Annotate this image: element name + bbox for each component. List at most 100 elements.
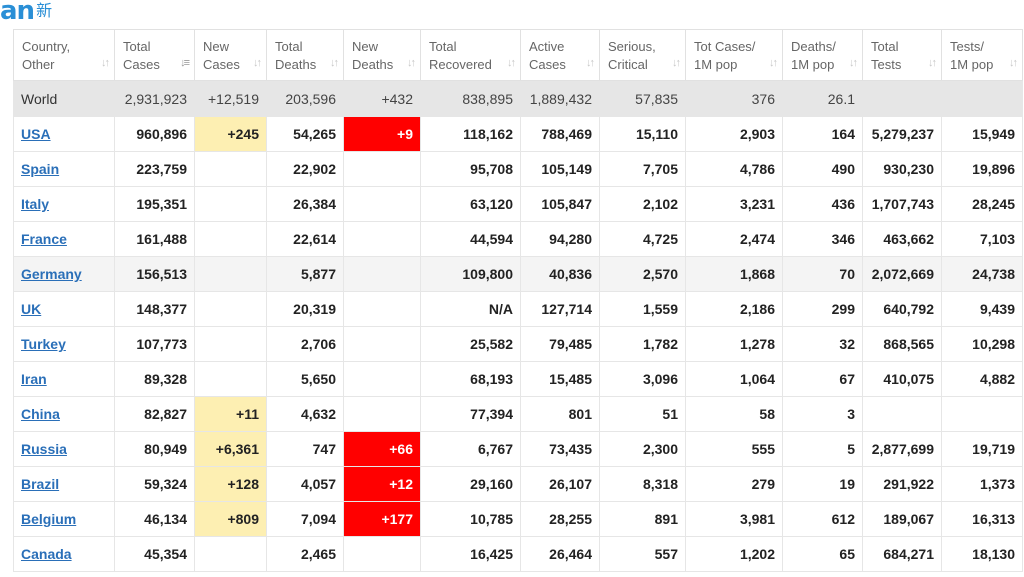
column-header-label-line2: Critical bbox=[608, 57, 648, 72]
cell-deaths-per-1m: 346 bbox=[782, 221, 863, 257]
cell-new-cases: +11 bbox=[194, 396, 267, 432]
cell-serious-critical: 2,300 bbox=[599, 431, 686, 467]
country-link[interactable]: Russia bbox=[21, 441, 67, 457]
site-logo: an 新 bbox=[0, 0, 90, 28]
cell-deaths-per-1m: 3 bbox=[782, 396, 863, 432]
cell-new-cases bbox=[194, 536, 267, 572]
cell-tot-cases-per-1m: 555 bbox=[685, 431, 783, 467]
cell-serious-critical: 4,725 bbox=[599, 221, 686, 257]
column-header-label-line1: Serious, bbox=[608, 39, 656, 54]
cell-tot-cases-per-1m: 58 bbox=[685, 396, 783, 432]
column-header-total-deaths[interactable]: Total Deaths ↓↑ bbox=[266, 29, 344, 81]
sort-icon[interactable]: ↓≡ bbox=[180, 57, 190, 69]
column-header-total-cases[interactable]: Total Cases ↓≡ bbox=[114, 29, 195, 81]
sort-icon[interactable]: ↓↑ bbox=[769, 57, 778, 69]
sort-icon[interactable]: ↓↑ bbox=[407, 57, 416, 69]
country-link[interactable]: UK bbox=[21, 301, 42, 317]
cell-country: Brazil bbox=[13, 466, 115, 502]
country-link[interactable]: Belgium bbox=[21, 511, 77, 527]
cell-new-deaths bbox=[343, 256, 421, 292]
column-header-deaths-per-1m[interactable]: Deaths/1M pop ↓↑ bbox=[782, 29, 863, 81]
country-link[interactable]: France bbox=[21, 231, 67, 247]
sort-icon[interactable]: ↓↑ bbox=[330, 57, 339, 69]
column-header-total-tests[interactable]: Total Tests ↓↑ bbox=[862, 29, 942, 81]
cell-total-tests: 2,072,669 bbox=[862, 256, 942, 292]
country-link[interactable]: Germany bbox=[21, 266, 82, 282]
cell-total-cases: 960,896 bbox=[114, 116, 195, 152]
cell-tests-per-1m: 16,313 bbox=[941, 501, 1023, 537]
table-row: Iran 89,328 5,650 68,193 15,485 3,096 1,064 67 4… bbox=[13, 361, 1023, 397]
sort-icon[interactable]: ↓↑ bbox=[849, 57, 858, 69]
sort-icon[interactable]: ↓↑ bbox=[253, 57, 262, 69]
cell-total-recovered: 10,785 bbox=[420, 501, 521, 537]
column-header-label-line1: New bbox=[203, 39, 230, 54]
sort-icon[interactable]: ↓↑ bbox=[928, 57, 937, 69]
column-header-new-cases[interactable]: New Cases ↓↑ bbox=[194, 29, 267, 81]
cell-tests-per-1m: 10,298 bbox=[941, 326, 1023, 362]
cell-total-deaths: 4,632 bbox=[266, 396, 344, 432]
column-header-label-line2: Tests bbox=[871, 57, 902, 72]
cell-new-deaths: +9 bbox=[343, 116, 421, 152]
cell-new-cases: +128 bbox=[194, 466, 267, 502]
sort-icon[interactable]: ↓↑ bbox=[586, 57, 595, 69]
country-link[interactable]: Spain bbox=[21, 161, 60, 177]
cell-active-cases: 28,255 bbox=[520, 501, 600, 537]
cell-deaths-per-1m: 299 bbox=[782, 291, 863, 327]
world-total-row: World 2,931,923 +12,519 203,596 +432 838,895 1… bbox=[13, 80, 1023, 117]
cell-tot-cases-per-1m: 1,278 bbox=[685, 326, 783, 362]
cell-deaths-per-1m: 164 bbox=[782, 116, 863, 152]
column-header-new-deaths[interactable]: New Deaths ↓↑ bbox=[343, 29, 421, 81]
cell-total-tests: 2,877,699 bbox=[862, 431, 942, 467]
cell-total-tests: 1,707,743 bbox=[862, 186, 942, 222]
column-header-active-cases[interactable]: Active Cases ↓↑ bbox=[520, 29, 600, 81]
sort-icon[interactable]: ↓↑ bbox=[672, 57, 681, 69]
logo-subtext: 新 bbox=[36, 1, 53, 20]
cell-active-cases: 73,435 bbox=[520, 431, 600, 467]
column-header-total-recovered[interactable]: Total Recovered ↓↑ bbox=[420, 29, 521, 81]
cell-total-recovered: 16,425 bbox=[420, 536, 521, 572]
cell-deaths-per-1m: 67 bbox=[782, 361, 863, 397]
column-header-tests-per-1m[interactable]: Tests/1M pop ↓↑ bbox=[941, 29, 1023, 81]
cell-total-deaths: 20,319 bbox=[266, 291, 344, 327]
cell-country: China bbox=[13, 396, 115, 432]
cell-deaths-per-1m: 490 bbox=[782, 151, 863, 187]
column-header-country[interactable]: Country, Other ↓↑ bbox=[13, 29, 115, 81]
column-header-serious-critical[interactable]: Serious, Critical ↓↑ bbox=[599, 29, 686, 81]
country-link[interactable]: Italy bbox=[21, 196, 50, 212]
cell-serious-critical: 7,705 bbox=[599, 151, 686, 187]
cell-total-cases: 2,931,923 bbox=[114, 80, 195, 117]
cell-new-deaths bbox=[343, 221, 421, 257]
cell-total-tests: 291,922 bbox=[862, 466, 942, 502]
column-header-label-line2: Deaths bbox=[275, 57, 317, 72]
cell-serious-critical: 8,318 bbox=[599, 466, 686, 502]
cell-tests-per-1m bbox=[941, 80, 1023, 117]
cell-new-cases bbox=[194, 361, 267, 397]
table-row: UK 148,377 20,319 N/A 127,714 1,559 2,186 299 64… bbox=[13, 291, 1023, 327]
cell-new-cases: +809 bbox=[194, 501, 267, 537]
country-link[interactable]: China bbox=[21, 406, 60, 422]
cell-total-cases: 161,488 bbox=[114, 221, 195, 257]
column-header-label-line1: Total bbox=[429, 39, 457, 54]
cell-total-tests: 684,271 bbox=[862, 536, 942, 572]
sort-icon[interactable]: ↓↑ bbox=[101, 57, 110, 69]
cell-country: Turkey bbox=[13, 326, 115, 362]
cell-country: Russia bbox=[13, 431, 115, 467]
column-header-tot-cases-per-1m[interactable]: Tot Cases/1M pop ↓↑ bbox=[685, 29, 783, 81]
country-link[interactable]: Brazil bbox=[21, 476, 60, 492]
country-link[interactable]: Turkey bbox=[21, 336, 66, 352]
column-header-label-line2: Cases bbox=[203, 57, 240, 72]
covid-stats-table: Country, Other ↓↑ Total Cases ↓≡ New Cases ↓↑ Tot… bbox=[13, 29, 1023, 572]
country-link[interactable]: USA bbox=[21, 126, 51, 142]
cell-new-cases: +6,361 bbox=[194, 431, 267, 467]
sort-icon[interactable]: ↓↑ bbox=[1009, 57, 1018, 69]
cell-deaths-per-1m: 65 bbox=[782, 536, 863, 572]
cell-new-deaths: +432 bbox=[343, 80, 421, 117]
column-header-label-line1: Total bbox=[871, 39, 899, 54]
country-link[interactable]: Iran bbox=[21, 371, 47, 387]
sort-icon[interactable]: ↓↑ bbox=[507, 57, 516, 69]
cell-country: France bbox=[13, 221, 115, 257]
cell-serious-critical: 891 bbox=[599, 501, 686, 537]
cell-tot-cases-per-1m: 2,903 bbox=[685, 116, 783, 152]
country-link[interactable]: Canada bbox=[21, 546, 72, 562]
column-header-label-line1: Tests/ bbox=[950, 39, 984, 54]
